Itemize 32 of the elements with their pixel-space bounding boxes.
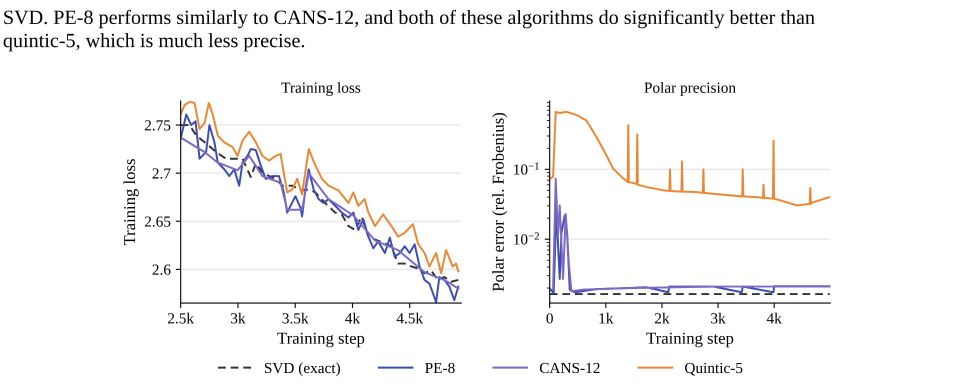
x-tick-label: 2k <box>654 312 670 324</box>
x-tick-label: 3.5k <box>282 312 309 324</box>
x-tick-label: 3k <box>231 312 246 324</box>
chart-title: Training loss <box>281 82 360 96</box>
y-tick-label: 10$^{−2}$ <box>514 232 539 245</box>
legend-label: SVD (exact) <box>264 362 340 376</box>
line-series <box>552 178 830 292</box>
y-tick-label: 2.65 <box>144 216 170 227</box>
y-axis-title: Training loss <box>123 159 139 246</box>
y-tick-label: 2.6 <box>152 264 170 275</box>
legend-label: PE-8 <box>425 362 455 374</box>
x-tick-label: 3k <box>711 312 726 324</box>
x-tick-label: 4k <box>345 312 360 324</box>
legend-label: CANS-12 <box>540 362 600 374</box>
x-axis-title: Training step <box>277 332 364 348</box>
line-series <box>180 101 460 274</box>
x-tick-label: 0 <box>546 313 553 324</box>
y-tick-label: 10$^{−1}$ <box>514 162 539 175</box>
chart-title: Polar precision <box>644 82 736 96</box>
x-tick-label: 4k <box>766 312 782 324</box>
y-axis-title: Polar error (rel. Frobenius) <box>492 112 508 292</box>
legend-label: Quintic-5 <box>685 362 742 376</box>
line-series <box>550 110 830 206</box>
x-tick-label: 2.5k <box>168 312 194 324</box>
y-tick-label: 2.7 <box>152 168 171 179</box>
x-axis-title: Training step <box>646 332 734 348</box>
line-series <box>180 114 460 304</box>
x-tick-label: 1k <box>600 312 614 324</box>
x-tick-label: 4.5k <box>396 312 424 324</box>
y-tick-label: 2.75 <box>144 120 170 131</box>
text: quintic-5, which is much less precise. <box>4 33 304 52</box>
text: SVD. PE-8 performs similarly to CANS-12, and both of these algorithms do significantly better than <box>4 10 815 28</box>
